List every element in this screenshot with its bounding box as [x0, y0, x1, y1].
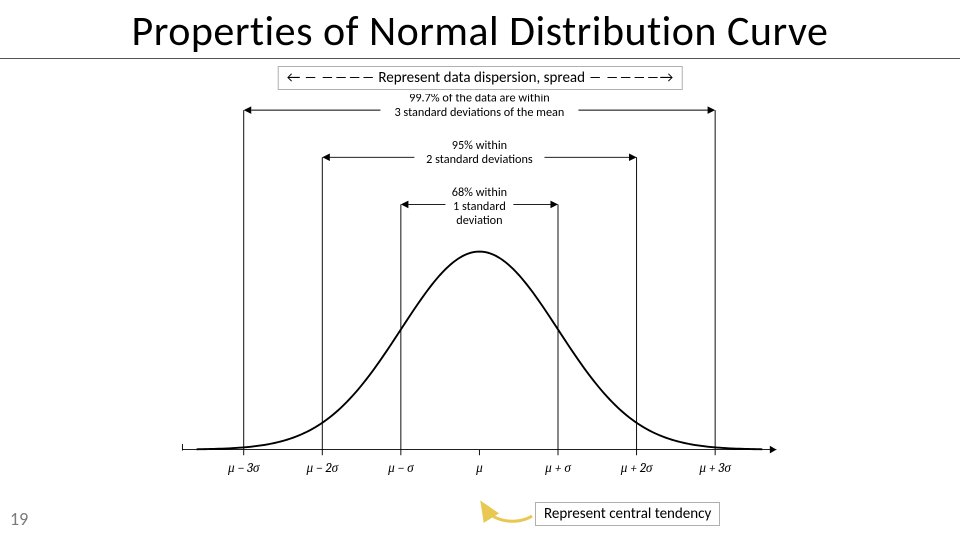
central-tendency-label: Represent central tendency	[535, 502, 720, 526]
dispersion-label: ← ― ―――― Represent data dispersion, spre…	[278, 66, 683, 90]
svg-text:3 standard deviations of the m: 3 standard deviations of the mean	[394, 105, 564, 120]
chart-svg: μ − 3σμ − 2σμ − σμμ + σμ + 2σμ + 3σ99.7%…	[140, 94, 800, 494]
svg-text:μ + 3σ: μ + 3σ	[698, 461, 731, 476]
svg-text:95% within: 95% within	[452, 138, 507, 153]
svg-text:μ − 3σ: μ − 3σ	[227, 461, 260, 476]
title-underline	[0, 58, 960, 59]
normal-distribution-chart: μ − 3σμ − 2σμ − σμμ + σμ + 2σμ + 3σ99.7%…	[140, 94, 800, 494]
svg-text:μ − 2σ: μ − 2σ	[305, 461, 338, 476]
svg-text:μ + σ: μ + σ	[544, 461, 571, 476]
svg-text:1 standard: 1 standard	[453, 199, 506, 214]
svg-text:68% within: 68% within	[452, 185, 507, 200]
slide-number: 19	[10, 508, 28, 530]
svg-text:deviation: deviation	[456, 213, 502, 228]
central-arrow	[480, 496, 535, 526]
page-title: Properties of Normal Distribution Curve	[50, 6, 910, 57]
svg-text:2 standard deviations: 2 standard deviations	[426, 152, 533, 167]
slide-root: Properties of Normal Distribution Curve …	[0, 0, 960, 540]
svg-text:μ − σ: μ − σ	[387, 461, 414, 476]
svg-text:μ + 2σ: μ + 2σ	[620, 461, 653, 476]
svg-text:μ: μ	[475, 461, 483, 476]
